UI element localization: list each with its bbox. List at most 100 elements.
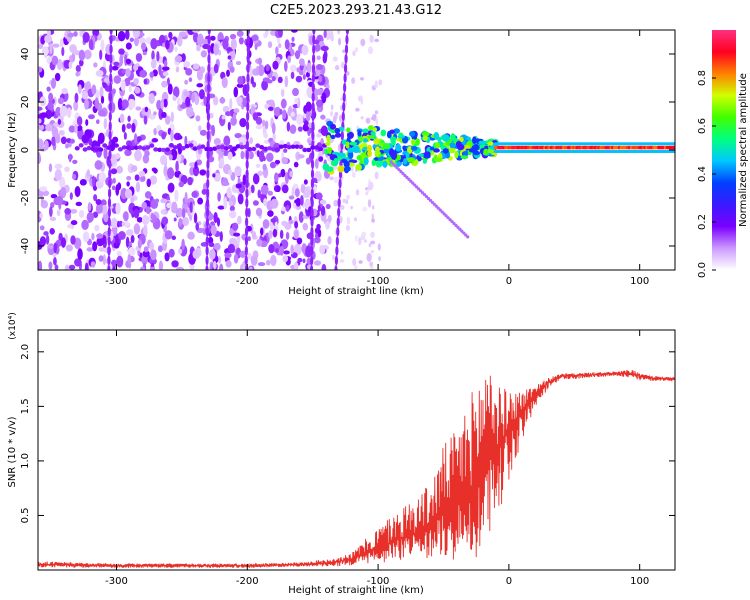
spectrogram-cell [267, 41, 273, 49]
spectrogram-cell [297, 126, 303, 132]
spectrogram-cell [74, 146, 80, 151]
spectrogram-cell [44, 34, 53, 44]
spectrogram-cell [237, 76, 244, 85]
spectrogram-cell [286, 121, 291, 132]
spectrogram-cell [321, 92, 327, 104]
colorbar-tick-label: 0.6 [697, 118, 708, 134]
spectrogram-cell [180, 146, 186, 151]
spectrogram-cell [303, 179, 308, 185]
spectrogram-cell [378, 79, 383, 86]
spectrogram-cell [237, 215, 242, 225]
spectrogram-cell [350, 166, 354, 172]
spectrogram-cell [314, 158, 319, 169]
spectrogram-cell [48, 163, 53, 173]
spectrogram-cell [341, 139, 347, 145]
spectrogram-cell [73, 31, 78, 37]
spectrogram-cell [371, 131, 376, 136]
spectrogram-cell [153, 128, 157, 136]
spectrogram-cell [121, 221, 126, 227]
spectrogram-cell [144, 150, 150, 157]
spectrogram-cell [99, 49, 103, 60]
spectrogram-cell [197, 197, 204, 205]
spectrogram-x-ticks: -300 -200 -100 0 100 [105, 30, 649, 287]
spectrogram-cell [371, 159, 376, 167]
spectrogram-cell [39, 186, 48, 192]
spectrogram-cell [355, 189, 360, 196]
spectrogram-cell [119, 113, 125, 123]
spectrogram-cell [294, 144, 300, 149]
spectrogram-cell [281, 220, 288, 227]
spectrogram-cell [213, 260, 217, 270]
spectrogram-cell [368, 243, 372, 248]
spectrogram-cell [166, 77, 170, 86]
spectrogram-cell [411, 181, 415, 185]
spectrogram-cell [438, 208, 442, 212]
spectrogram-cell [136, 216, 143, 223]
spectrogram-cell [68, 153, 72, 163]
spectrogram-cell [103, 147, 108, 160]
spectrogram-cell [54, 169, 63, 181]
spectrogram-cell [337, 30, 341, 35]
spectrogram-cell [310, 197, 314, 208]
spectrogram-cell [276, 186, 281, 192]
spectrogram-cell [74, 123, 78, 134]
spectrogram-cell [116, 255, 124, 268]
spectrogram-cell [267, 190, 274, 196]
spectrogram-cell [297, 257, 303, 263]
spectrogram-cell [100, 199, 107, 207]
spectrogram-cell [221, 115, 226, 120]
spectrogram-cell [84, 262, 89, 270]
spectrogram-cell [268, 229, 273, 239]
spectrogram-cell [133, 64, 139, 71]
spectrogram-cell [158, 64, 162, 76]
spectrogram-cell [432, 202, 436, 206]
spectrogram-cell [185, 68, 193, 76]
spectrogram-cell [472, 150, 481, 156]
spectrogram-cell [245, 159, 249, 170]
spectrogram-cell [345, 71, 350, 76]
spectrogram-cell [133, 133, 138, 145]
spectrogram-cell [316, 55, 321, 61]
spectrogram-cell [82, 32, 90, 43]
spectrogram-cell [77, 248, 83, 261]
spectrogram-cell [282, 109, 287, 120]
spectrogram-cell [322, 52, 328, 64]
spectrogram-cell [133, 145, 139, 150]
spectrogram-cell [329, 123, 337, 130]
spectrogram-cell [330, 134, 336, 140]
spectrogram-cell [266, 152, 274, 162]
spectrogram-cell [251, 146, 257, 152]
spectrogram-cell [283, 148, 288, 153]
spectrogram-cell [144, 191, 152, 199]
spectrogram-cell [325, 142, 331, 146]
spectrogram-cell [132, 30, 140, 39]
spectrogram-cell [117, 147, 123, 152]
spectrogram-cell [75, 65, 81, 72]
spectrogram-cell [405, 151, 410, 159]
spectrogram-cell [103, 77, 111, 84]
spectrogram-cell [39, 236, 47, 247]
spectrogram-cell [460, 229, 464, 233]
spectrogram-cell [141, 255, 148, 265]
spectrogram-cell [108, 101, 112, 112]
spectrogram-cell [149, 242, 155, 251]
spectrogram-cell [378, 256, 381, 262]
spectrogram-cell [134, 149, 142, 162]
spectrogram-cell [49, 206, 53, 218]
spectrogram-cell [100, 95, 105, 104]
spectrogram-cell [124, 77, 131, 87]
spectrogram-cell [163, 60, 168, 67]
spectrogram-cell [83, 49, 92, 60]
spectrogram-cell [73, 237, 82, 250]
spectrogram-cell [194, 161, 198, 169]
spectrogram-cell [288, 195, 295, 200]
spectrogram-cell [234, 133, 242, 139]
spectrogram-cell [64, 208, 72, 215]
spectrogram-cell [86, 247, 94, 252]
spectrogram-cell [311, 130, 315, 141]
spectrogram-cell [233, 232, 241, 237]
spectrogram-cell [81, 90, 89, 100]
spectrogram-cell [672, 145, 675, 150]
spectrogram-cell [111, 65, 119, 71]
spectrogram-cell [115, 234, 119, 246]
